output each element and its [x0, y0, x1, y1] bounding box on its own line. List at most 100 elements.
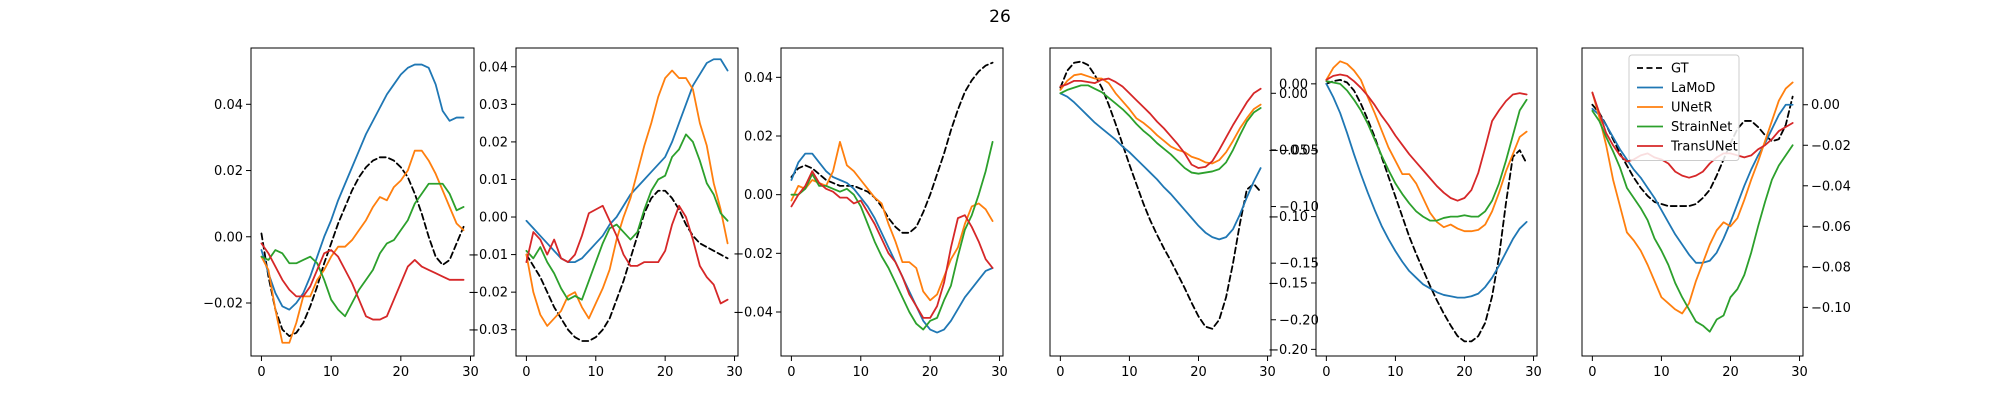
series-line-strainnet — [1325, 80, 1528, 222]
y-tick-label: 0.00 — [1811, 98, 1840, 113]
x-tick-label: 20 — [657, 365, 674, 380]
x-tick-label: 30 — [1525, 365, 1542, 380]
series-line-unetr — [1325, 60, 1528, 233]
y-tick-label: 0.02 — [744, 130, 773, 145]
y-tick-label: −0.20 — [1279, 313, 1319, 328]
legend-label-unetr: UNetR — [1671, 101, 1712, 116]
x-tick-label: 0 — [257, 365, 265, 380]
panel-4-series — [1059, 60, 1262, 330]
legend-label-lamod: LaMoD — [1671, 81, 1715, 96]
series-line-gt — [260, 156, 465, 338]
series-line-strainnet — [790, 140, 994, 331]
panel-3: 0 10 20 30 −0.04 −0.02 0.00 0.02 0.04 — [733, 47, 1008, 380]
panel-1-series — [260, 63, 465, 344]
x-tick-label: 20 — [393, 365, 410, 380]
y-tick-label: 0.00 — [479, 211, 508, 226]
x-tick-label: 30 — [726, 365, 743, 380]
x-tick-label: 0 — [787, 365, 795, 380]
series-line-strainnet — [260, 182, 465, 318]
panel-6-series — [1591, 81, 1794, 333]
y-tick-label: −0.02 — [468, 286, 508, 301]
panel-1-frame — [250, 47, 475, 357]
series-line-transunet — [1325, 73, 1528, 202]
y-tick-label: −0.08 — [1811, 260, 1851, 275]
series-line-unetr — [260, 149, 465, 344]
x-tick-label: 30 — [1259, 365, 1276, 380]
series-line-gt — [790, 61, 994, 234]
panel-3-series — [790, 61, 994, 334]
series-line-transunet — [1591, 91, 1794, 179]
legend-label-strainnet: StrainNet — [1671, 120, 1732, 135]
y-tick-label: 0.04 — [479, 60, 508, 75]
panel-4: 0 10 20 30 −0.20 −0.15 −0.10 −0.05 0.00 — [1049, 47, 1319, 380]
y-tick-label: −0.05 — [1268, 144, 1308, 159]
legend-label-transunet: TransUNet — [1670, 140, 1738, 155]
y-tick-label: −0.15 — [1268, 276, 1308, 291]
series-line-transunet — [790, 170, 994, 319]
y-tick-label: −0.05 — [1279, 143, 1319, 158]
y-tick-label: 0.00 — [1279, 77, 1308, 92]
y-tick-label: 0.04 — [214, 98, 243, 113]
panels: 0 10 20 30 −0.02 0.00 0.02 0.04 0 10 20 30 −0.03 −0.0… — [203, 47, 1851, 380]
x-tick-label: 0 — [1056, 365, 1064, 380]
legend: GT LaMoD UNetR StrainNet TransUNet — [1628, 54, 1740, 161]
x-tick-label: 30 — [462, 365, 479, 380]
y-tick-label: 0.04 — [744, 71, 773, 86]
series-line-gt — [525, 189, 729, 342]
y-tick-label: −0.03 — [468, 323, 508, 338]
panel-3-frame — [780, 47, 1004, 357]
y-tick-label: −0.01 — [468, 248, 508, 263]
y-tick-label: −0.10 — [1811, 301, 1851, 316]
series-line-lamod — [1325, 82, 1528, 299]
panel-5-frame — [1315, 47, 1538, 357]
x-tick-label: 10 — [588, 365, 605, 380]
panel-1: 0 10 20 30 −0.02 0.00 0.02 0.04 — [203, 47, 479, 380]
legend-label-gt: GT — [1671, 62, 1689, 77]
figure-title: 26 — [989, 7, 1011, 27]
y-tick-label: 0.03 — [479, 98, 508, 113]
series-line-transunet — [1059, 77, 1262, 169]
series-line-lamod — [1059, 92, 1262, 241]
x-tick-label: 20 — [1722, 365, 1739, 380]
panel-5-series — [1325, 60, 1528, 343]
panel-2-frame — [515, 47, 739, 357]
y-tick-label: −0.04 — [733, 306, 773, 321]
panel-2: 0 10 20 30 −0.03 −0.02 −0.01 0.00 0.01 0.02 0.03 0.… — [468, 47, 743, 380]
panel-4-frame — [1049, 47, 1272, 357]
series-line-transunet — [525, 204, 729, 305]
panel-6-frame — [1581, 47, 1804, 357]
panel-2-series — [525, 58, 729, 342]
y-tick-label: −0.02 — [1811, 139, 1851, 154]
panel-6: 0 10 20 30 −0.10 −0.08 −0.06 −0.04 −0.02 0.00 — [1581, 47, 1851, 380]
x-tick-label: 0 — [1588, 365, 1596, 380]
y-tick-label: −0.15 — [1279, 257, 1319, 272]
y-tick-label: −0.06 — [1811, 220, 1851, 235]
y-tick-label: −0.20 — [1268, 343, 1308, 358]
series-line-unetr — [1059, 73, 1262, 165]
series-line-unetr — [1591, 81, 1794, 315]
x-tick-label: 30 — [1791, 365, 1808, 380]
x-tick-label: 10 — [853, 365, 870, 380]
series-line-lamod — [260, 63, 465, 311]
x-tick-label: 20 — [1456, 365, 1473, 380]
x-tick-label: 30 — [991, 365, 1008, 380]
series-line-strainnet — [1591, 109, 1794, 333]
series-line-transunet — [260, 242, 465, 321]
series-line-strainnet — [525, 133, 729, 301]
y-tick-label: 0.00 — [214, 230, 243, 245]
series-line-gt — [1591, 95, 1794, 207]
series-line-strainnet — [1059, 84, 1262, 175]
series-line-gt — [1059, 60, 1262, 330]
y-tick-label: −0.04 — [1811, 179, 1851, 194]
x-tick-label: 10 — [1387, 365, 1404, 380]
y-tick-label: −0.02 — [203, 297, 243, 312]
x-tick-label: 10 — [1121, 365, 1138, 380]
y-tick-label: 0.01 — [479, 173, 508, 188]
x-tick-label: 10 — [1653, 365, 1670, 380]
y-tick-label: −0.10 — [1279, 200, 1319, 215]
legend-box — [1628, 54, 1740, 161]
y-tick-label: −0.02 — [733, 247, 773, 262]
y-tick-label: 0.00 — [744, 188, 773, 203]
x-tick-label: 20 — [922, 365, 939, 380]
